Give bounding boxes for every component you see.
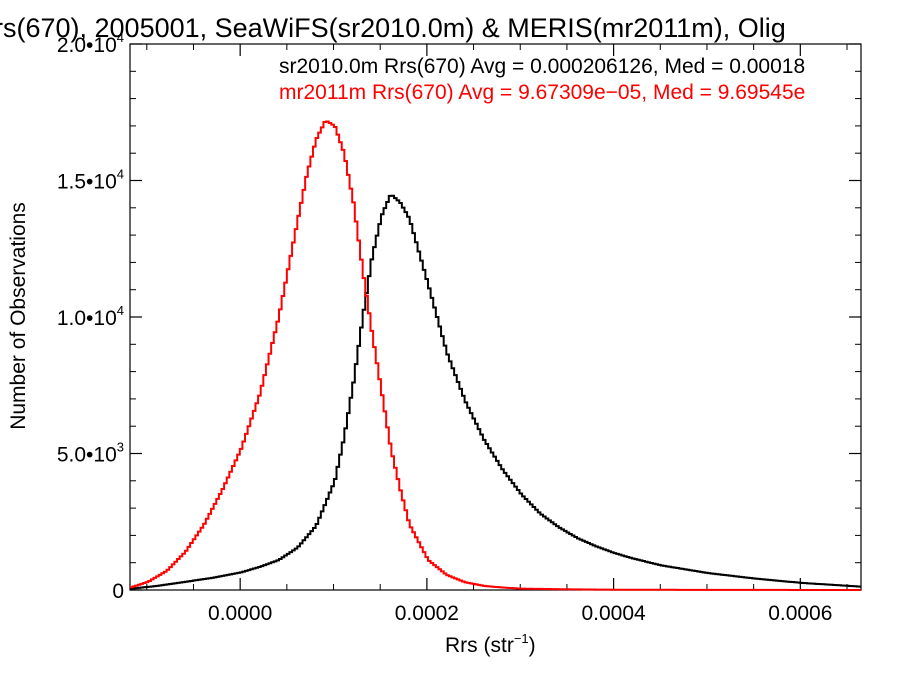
y-tick-label-exponent: 4 <box>117 30 124 45</box>
y-tick-label-mantissa: 2.0•10 <box>57 34 117 57</box>
x-axis-label-text: Rrs (str <box>445 634 514 657</box>
annotation-sr2010-avg: sr2010.0m Rrs(670) Avg = 0.000206126, Me… <box>279 55 805 78</box>
y-axis-label: Number of Observations <box>7 202 30 430</box>
x-axis-label-exponent: −1 <box>514 631 529 646</box>
y-tick-label-exponent: 4 <box>117 167 124 182</box>
y-tick-label: 0 <box>112 580 124 603</box>
y-tick-label-exponent: 3 <box>117 440 124 455</box>
y-tick-label-mantissa: 1.0•10 <box>57 307 117 330</box>
x-axis: 0.0000 0.0002 0.0004 0.0006 <box>146 44 848 625</box>
y-tick-label-exponent: 4 <box>117 303 124 318</box>
x-tick-label: 0.0004 <box>581 602 646 625</box>
plot-frame <box>129 43 862 591</box>
series-line-0 <box>130 194 861 590</box>
x-axis-label-close: ) <box>529 634 536 657</box>
series-group <box>130 120 861 591</box>
x-tick-label: 0.0002 <box>395 602 459 625</box>
y-tick-label-mantissa: 1.5•10 <box>57 171 117 194</box>
series-line-1 <box>130 120 861 591</box>
x-tick-label: 0.0000 <box>208 602 272 625</box>
chart-title: rs(670), 2005001, SeaWiFS(sr2010.0m) & M… <box>0 13 786 43</box>
y-tick-label-mantissa: 0 <box>112 580 124 603</box>
y-tick-label: 5.0•103 <box>57 440 124 467</box>
y-tick-label: 1.0•104 <box>57 303 124 330</box>
annotation-mr2011m-avg: mr2011m Rrs(670) Avg = 9.67309e−05, Med … <box>279 81 805 104</box>
y-tick-label: 1.5•104 <box>57 167 124 194</box>
y-tick-label: 2.0•104 <box>57 30 124 57</box>
y-tick-label-mantissa: 5.0•10 <box>57 444 117 467</box>
x-axis-label: Rrs (str−1) <box>445 631 536 657</box>
x-tick-label: 0.0006 <box>768 602 832 625</box>
